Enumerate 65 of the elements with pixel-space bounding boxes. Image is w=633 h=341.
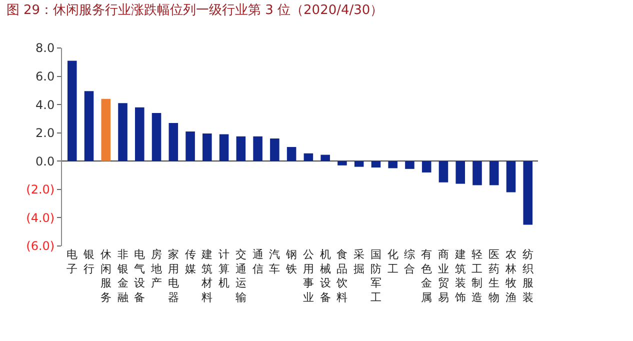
bar — [168, 122, 178, 162]
bar — [253, 136, 262, 162]
y-tick-label: (4.0) — [26, 210, 55, 225]
bar — [388, 161, 398, 168]
bar — [320, 154, 330, 162]
x-tick-label: 食品饮料 — [336, 248, 348, 304]
x-tick-label: 汽车 — [269, 248, 280, 276]
x-tick-label: 建筑材料 — [200, 248, 213, 304]
bar — [270, 138, 280, 162]
bar — [523, 161, 533, 225]
bar — [202, 134, 212, 162]
x-tick-label: 公用事业 — [302, 248, 314, 304]
x-tick-label: 计算机 — [218, 248, 230, 290]
x-tick-label: 轻工制造 — [472, 248, 483, 304]
x-tick-label: 农林牧渔 — [504, 248, 516, 304]
bar — [354, 161, 364, 167]
bar — [186, 131, 195, 162]
bar — [506, 161, 516, 192]
bar — [422, 161, 432, 172]
y-tick-label: 2.0 — [36, 126, 55, 140]
x-tick-label: 钢铁 — [285, 248, 298, 276]
x-tick-label: 家用电器 — [168, 248, 179, 304]
x-tick-label: 休闲服务 — [100, 248, 112, 304]
bar — [152, 113, 162, 162]
y-tick-label: 6.0 — [36, 69, 55, 84]
x-tick-label: 采掘 — [354, 248, 365, 276]
bar — [84, 91, 94, 162]
bar — [118, 103, 128, 162]
chart-title: 图 29：休闲服务行业涨跌幅位列一级行业第 3 位（2020/4/30） — [6, 3, 384, 18]
y-tick-label: (6.0) — [26, 239, 55, 254]
x-tick-label: 有色金属 — [421, 248, 432, 304]
bar — [489, 161, 499, 186]
x-tick-label: 综合 — [404, 248, 416, 276]
y-tick-label: (2.0) — [26, 182, 55, 197]
x-tick-label: 国防军工 — [370, 248, 382, 304]
bar — [286, 147, 296, 162]
x-tick-label: 医药生物 — [488, 248, 500, 304]
x-tick-label: 传媒 — [184, 248, 196, 276]
y-tick-label: 0.0 — [36, 154, 55, 168]
x-tick-label: 通信 — [252, 248, 264, 276]
bar — [371, 161, 381, 168]
bar — [236, 136, 246, 162]
bar — [456, 161, 465, 184]
x-tick-label: 电子 — [66, 248, 78, 276]
x-tick-label: 商业贸易 — [438, 248, 449, 304]
x-tick-label: 纺织服装 — [522, 248, 534, 304]
bar — [101, 98, 111, 162]
x-tick-label: 非银金融 — [116, 248, 128, 304]
bar — [219, 134, 229, 162]
x-tick-label: 电气设备 — [134, 248, 146, 304]
y-tick-label: 4.0 — [36, 98, 55, 112]
y-tick-label: 8.0 — [36, 41, 55, 56]
bar — [438, 161, 448, 182]
x-tick-label: 银行 — [82, 248, 95, 276]
x-tick-label: 交通运输 — [235, 248, 246, 304]
x-tick-label: 化工 — [387, 248, 398, 276]
bar — [405, 161, 414, 169]
x-tick-label: 机械设备 — [320, 248, 331, 304]
x-tick-label: 房地产 — [150, 248, 162, 290]
bar — [304, 153, 314, 162]
x-tick-label: 建筑装饰 — [454, 248, 466, 304]
bar — [472, 161, 482, 186]
bar — [135, 107, 144, 162]
bar — [67, 60, 77, 162]
bar — [338, 161, 347, 166]
